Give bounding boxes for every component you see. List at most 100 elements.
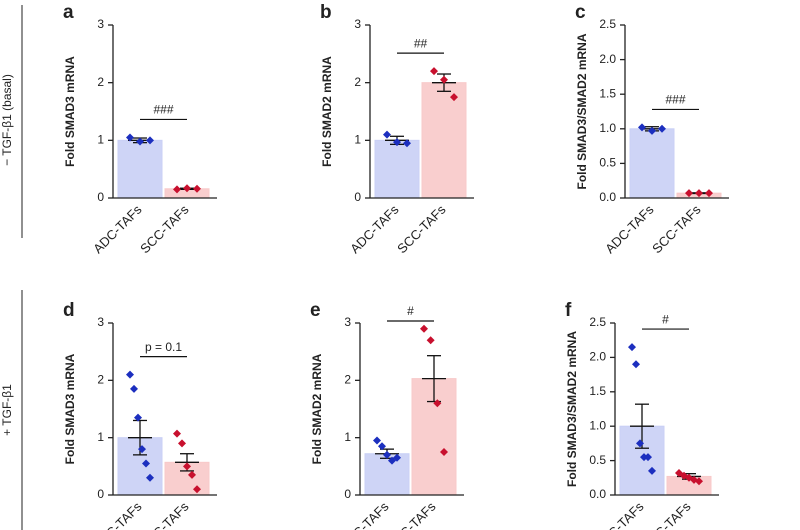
x-tick-label: ADC-TAFs xyxy=(592,499,647,530)
panel-letter: e xyxy=(310,300,321,321)
bar xyxy=(374,139,420,199)
bar xyxy=(364,453,410,496)
data-point xyxy=(426,336,435,345)
data-point xyxy=(383,130,391,139)
y-tick-label: 0.5 xyxy=(589,453,606,467)
data-point xyxy=(632,360,640,369)
bar xyxy=(117,139,163,199)
data-point xyxy=(695,189,703,198)
y-tick-label: 1.5 xyxy=(599,86,616,100)
y-tick-label: 3 xyxy=(354,17,361,31)
y-axis-label: Fold SMAD3/SMAD2 mRNA xyxy=(575,33,589,189)
y-tick-label: 2.0 xyxy=(589,350,606,364)
y-tick-label: 2 xyxy=(354,75,361,89)
data-point xyxy=(138,445,146,454)
x-tick-label: SCC-TAFs xyxy=(384,499,439,530)
y-tick-label: 0 xyxy=(344,487,351,501)
x-tick-label: SCC-TAFs xyxy=(649,202,704,257)
data-point xyxy=(440,448,448,456)
panel-letter: d xyxy=(63,300,75,321)
y-tick-label: 0 xyxy=(97,190,104,204)
significance-label: ### xyxy=(153,103,173,117)
data-point xyxy=(430,67,438,76)
y-axis-label: Fold SMAD2 mRNA xyxy=(310,353,324,464)
data-point xyxy=(173,429,181,438)
y-tick-label: 1 xyxy=(97,430,104,444)
y-tick-label: 1 xyxy=(354,133,361,147)
data-point xyxy=(130,384,138,393)
data-point xyxy=(126,133,134,142)
x-tick-label: ADC-TAFs xyxy=(90,202,145,257)
panel-letter: f xyxy=(565,300,572,321)
y-tick-label: 2 xyxy=(97,373,104,387)
y-tick-label: 1.0 xyxy=(599,121,616,135)
x-tick-label: ADC-TAFs xyxy=(347,202,402,257)
data-point xyxy=(403,139,411,148)
data-point xyxy=(628,343,636,352)
y-axis-label: Fold SMAD3 mRNA xyxy=(63,353,77,464)
data-point xyxy=(173,185,181,194)
data-point xyxy=(134,413,142,422)
row-label: + TGF-β1 xyxy=(0,384,14,436)
data-point xyxy=(146,473,154,482)
data-point xyxy=(636,439,644,448)
data-point xyxy=(378,442,386,451)
y-axis-label: Fold SMAD3 mRNA xyxy=(63,56,77,167)
y-tick-label: 0 xyxy=(354,190,361,204)
y-tick-label: 3 xyxy=(344,315,351,329)
y-tick-label: 0.0 xyxy=(589,487,606,501)
x-tick-label: ADC-TAFs xyxy=(602,202,657,257)
significance-label: ### xyxy=(665,93,685,107)
x-tick-label: ADC-TAFs xyxy=(337,499,392,530)
y-axis-label: Fold SMAD2 mRNA xyxy=(320,56,334,167)
data-point xyxy=(440,75,448,84)
data-point xyxy=(648,126,656,135)
x-tick-label: ADC-TAFs xyxy=(90,499,145,530)
data-point xyxy=(644,453,652,462)
y-tick-label: 2 xyxy=(344,373,351,387)
significance-label: # xyxy=(662,312,669,326)
data-point xyxy=(705,189,713,198)
data-point xyxy=(695,477,703,486)
data-point xyxy=(188,470,196,479)
y-tick-label: 2 xyxy=(97,75,104,89)
data-point xyxy=(393,453,401,462)
y-tick-label: 3 xyxy=(97,315,104,329)
x-tick-label: SCC-TAFs xyxy=(639,499,694,530)
panel-letter: c xyxy=(575,2,586,23)
data-point xyxy=(373,436,381,445)
data-point xyxy=(450,93,458,102)
data-point xyxy=(193,184,201,193)
y-tick-label: 0 xyxy=(97,487,104,501)
y-tick-label: 2.5 xyxy=(589,315,606,329)
data-point xyxy=(433,399,442,408)
y-tick-label: 1 xyxy=(97,133,104,147)
x-tick-label: SCC-TAFs xyxy=(137,499,192,530)
data-point xyxy=(420,324,428,333)
row-label: − TGF-β1 (basal) xyxy=(0,74,14,166)
x-tick-label: SCC-TAFs xyxy=(137,202,192,257)
y-tick-label: 2.0 xyxy=(599,52,616,66)
bar xyxy=(629,128,675,199)
y-tick-label: 1 xyxy=(344,430,351,444)
data-point xyxy=(193,485,201,494)
bar xyxy=(421,82,467,199)
data-point xyxy=(146,136,154,145)
y-axis-label: Fold SMAD3/SMAD2 mRNA xyxy=(565,331,579,487)
y-tick-label: 1.0 xyxy=(589,418,606,432)
significance-label: # xyxy=(407,304,414,318)
panel-letter: b xyxy=(320,2,332,23)
significance-label: ## xyxy=(414,36,428,50)
y-tick-label: 0.5 xyxy=(599,156,616,170)
data-point xyxy=(638,123,646,132)
data-point xyxy=(648,466,656,475)
data-point xyxy=(136,137,144,146)
data-point xyxy=(658,124,666,133)
data-point xyxy=(126,370,134,379)
data-point xyxy=(685,189,693,198)
panel-letter: a xyxy=(63,2,74,23)
data-point xyxy=(393,138,401,147)
y-tick-label: 3 xyxy=(97,17,104,31)
data-point xyxy=(383,450,391,459)
